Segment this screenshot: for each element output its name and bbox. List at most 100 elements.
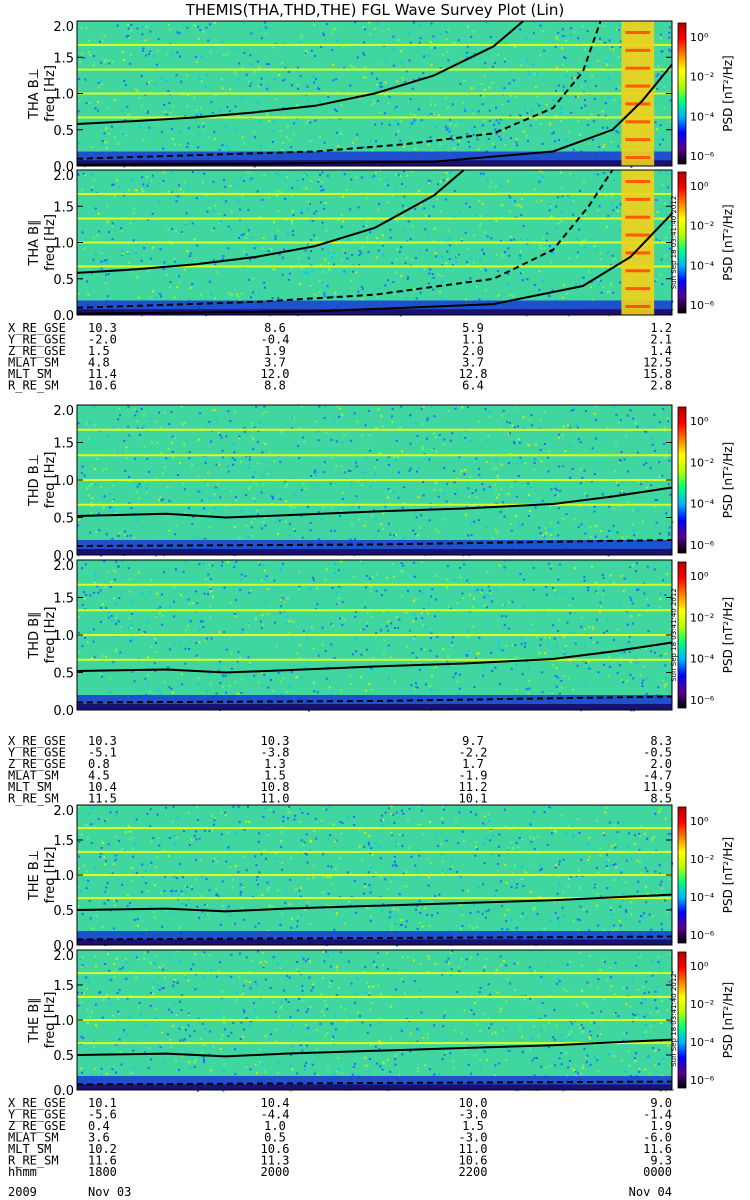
ephemeris-value: -3.0: [459, 1108, 488, 1122]
ephemeris-value: 10.4: [88, 780, 117, 794]
ephemeris-label: Y_RE_GSE: [8, 746, 66, 760]
tone-line: [77, 68, 672, 71]
colorbar: [677, 561, 687, 709]
ephemeris-value: 10.1: [459, 792, 488, 806]
tone-line: [77, 634, 672, 636]
ephemeris-value: 1.7: [462, 757, 484, 771]
ephemeris-value: 11.0: [261, 792, 290, 806]
ephemeris-value: 1.5: [264, 769, 286, 783]
y-tick-label: 1.0: [53, 237, 74, 252]
colorbar-label: PSD [nT²/Hz]: [721, 982, 735, 1058]
ephemeris-value: 1.0: [264, 1119, 286, 1133]
ephemeris-value: 10.1: [88, 1096, 117, 1110]
burst-spot: [625, 251, 651, 255]
gyrofrequency-curve: [76, 1080, 673, 1086]
colorbar-tick-label: 10⁻⁶: [690, 694, 715, 707]
ephemeris-value: 1.4: [650, 344, 672, 358]
colorbar-tick-label: 10⁻⁴: [690, 1036, 715, 1049]
end-date-label: Nov 04: [629, 1185, 672, 1199]
plot-timestamp: Sun Sep 18 03:41:40 2012: [670, 196, 678, 290]
colorbar-tick-label: 10⁻⁴: [690, 259, 715, 272]
burst-spot: [625, 197, 651, 201]
y-tick-label: 0.5: [53, 124, 74, 139]
burst-spot: [625, 269, 651, 273]
ephemeris-value: 1.2: [650, 321, 672, 335]
ephemeris-label: Z_RE_GSE: [8, 757, 66, 771]
ephemeris-value: 2.0: [462, 344, 484, 358]
ephemeris-value: 12.0: [261, 367, 290, 381]
y-axis-probe-label: THE B∥: [27, 997, 42, 1043]
ephemeris-value: -0.4: [261, 333, 290, 347]
burst-spot: [625, 156, 651, 159]
y-axis-probe-label: THD B⊥: [27, 454, 42, 507]
y-tick-label: 0.0: [53, 549, 74, 564]
ephemeris-value: 3.6: [88, 1131, 110, 1145]
y-axis-label: freq [Hz]: [43, 65, 58, 122]
lowest-frequency-band: [77, 549, 672, 555]
ephemeris-label: X_RE_GSE: [8, 734, 66, 748]
y-tick-label: 0.5: [53, 904, 74, 919]
tone-line: [77, 609, 672, 612]
ephemeris-value: -1.4: [643, 1108, 672, 1122]
ephemeris-value: 2.1: [650, 333, 672, 347]
gyrofrequency-curve: [76, 1038, 673, 1058]
ephemeris-value: 0.4: [88, 1119, 110, 1133]
ephemeris-value: 9.7: [462, 734, 484, 748]
ephemeris-value: 10.6: [459, 1154, 488, 1168]
tone-line: [77, 192, 672, 195]
ephemeris-table-tha: X_RE_GSE 10.3 8.6 5.9 1.2 Y_RE_GSE -2.0 -0.4 1.1…: [8, 321, 672, 393]
burst-spot: [625, 138, 651, 142]
tone-line: [77, 874, 672, 876]
spectrogram-panel: 2.0 1.5 1.0 0.5 0.0 THD B⊥ freq [Hz] 10⁰ 10⁻² 10⁻…: [27, 404, 735, 564]
y-axis-probe-label: THD B∥: [27, 611, 42, 659]
y-axis-probe-label: THA B⊥: [27, 68, 42, 120]
ephemeris-value: 10.2: [88, 1142, 117, 1156]
lowest-frequency-band: [77, 939, 672, 945]
ephemeris-value: -3.0: [459, 1131, 488, 1145]
ephemeris-value: -2.2: [459, 746, 488, 760]
ephemeris-value: 11.2: [459, 780, 488, 794]
y-axis-label: freq [Hz]: [43, 452, 58, 509]
burst-spot: [625, 66, 651, 70]
colorbar-tick-label: 10⁰: [690, 815, 709, 828]
colorbar-tick-label: 10⁻⁴: [690, 653, 715, 666]
ephemeris-value: 10.6: [261, 1142, 290, 1156]
y-tick-label: 1.0: [53, 88, 74, 103]
ephemeris-label: Z_RE_GSE: [8, 344, 66, 358]
spectrogram-panel: 2.0 1.5 1.0 0.5 0.0 THE B⊥ freq [Hz] 10⁰ 10⁻² 10⁻…: [27, 804, 735, 954]
colorbar-tick-label: 10⁰: [690, 960, 709, 973]
burst-spot: [625, 120, 651, 124]
y-tick-label: 0.0: [53, 309, 74, 324]
ephemeris-value: 1.3: [264, 757, 286, 771]
colorbar-label: PSD [nT²/Hz]: [721, 442, 735, 518]
y-tick-label: 1.5: [53, 979, 74, 994]
y-tick-label: 2.0: [53, 559, 74, 574]
ephemeris-value: 10.3: [88, 734, 117, 748]
y-tick-label: 1.0: [53, 1014, 74, 1029]
ephemeris-value: -4.4: [261, 1108, 290, 1122]
ephemeris-label: MLT_SM: [8, 780, 51, 794]
ephemeris-label: MLAT_SM: [8, 1131, 59, 1145]
ephemeris-value: 11.9: [643, 780, 672, 794]
y-tick-label: 0.5: [53, 273, 74, 288]
colorbar-tick-label: 10⁻⁶: [690, 929, 715, 942]
burst-region: [621, 170, 655, 315]
ephemeris-value: 11.4: [88, 367, 117, 381]
tone-line: [77, 116, 672, 119]
y-tick-label: 0.5: [53, 512, 74, 527]
y-tick-label: 1.5: [53, 200, 74, 215]
gyrofrequency-curve: [76, 935, 673, 941]
ephemeris-value: 10.6: [88, 379, 117, 393]
gyrofrequency-curve: [76, 212, 673, 315]
ephemeris-value: 4.8: [88, 356, 110, 370]
ephemeris-value: 4.5: [88, 769, 110, 783]
ephemeris-value: 10.3: [261, 734, 290, 748]
ephemeris-value: -2.0: [88, 333, 117, 347]
gyrofrequency-curve: [76, 63, 673, 166]
colorbar-tick-label: 10⁻⁶: [690, 150, 715, 163]
ephemeris-value: 1.5: [88, 344, 110, 358]
y-axis-probe-label: THA B∥: [27, 219, 42, 266]
y-tick-label: 2.0: [53, 404, 74, 419]
colorbar-tick-label: 10⁻²: [690, 853, 714, 866]
